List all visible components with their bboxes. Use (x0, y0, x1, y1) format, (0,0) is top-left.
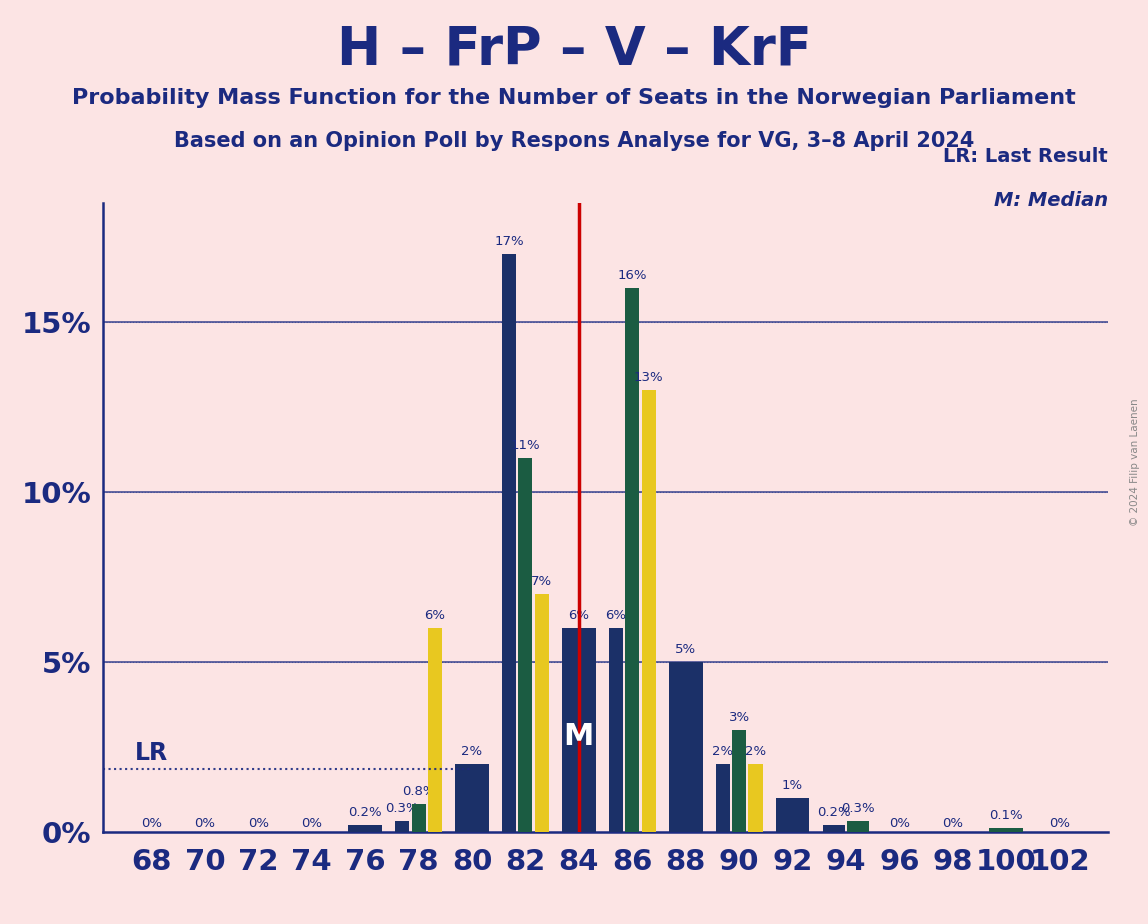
Text: 3%: 3% (729, 711, 750, 723)
Text: 0%: 0% (301, 817, 323, 830)
Text: 0%: 0% (248, 817, 269, 830)
Text: 0%: 0% (141, 817, 162, 830)
Bar (428, 627, 442, 832)
Bar (411, 805, 426, 832)
Text: 0.2%: 0.2% (817, 806, 851, 819)
Text: Based on an Opinion Poll by Respons Analyse for VG, 3–8 April 2024: Based on an Opinion Poll by Respons Anal… (173, 131, 975, 152)
Text: M: Median: M: Median (994, 190, 1108, 210)
Text: 0%: 0% (1049, 817, 1070, 830)
Text: LR: LR (134, 741, 168, 765)
Bar (732, 730, 746, 832)
Text: 6%: 6% (568, 609, 589, 622)
Bar (715, 763, 730, 832)
Text: H – FrP – V – KrF: H – FrP – V – KrF (336, 23, 812, 75)
Text: 6%: 6% (605, 609, 627, 622)
Bar (669, 662, 703, 832)
Text: 0.2%: 0.2% (348, 806, 382, 819)
Text: 2%: 2% (745, 745, 766, 758)
Text: 0%: 0% (889, 817, 910, 830)
Text: 1%: 1% (782, 779, 804, 792)
Text: 0%: 0% (194, 817, 216, 830)
Text: 11%: 11% (511, 439, 541, 452)
Bar (748, 763, 762, 832)
Bar (519, 458, 533, 832)
Bar (608, 627, 623, 832)
Bar (348, 825, 382, 832)
Bar (776, 797, 809, 832)
Bar (535, 594, 549, 832)
Bar (563, 627, 596, 832)
Text: 2%: 2% (712, 745, 734, 758)
Text: 5%: 5% (675, 643, 697, 656)
Bar (642, 390, 656, 832)
Bar (626, 288, 639, 832)
Text: 13%: 13% (634, 371, 664, 384)
Text: 0.3%: 0.3% (841, 802, 875, 815)
Bar (823, 825, 845, 832)
Text: M: M (564, 722, 594, 751)
Bar (455, 763, 489, 832)
Bar (990, 828, 1023, 832)
Text: LR: Last Result: LR: Last Result (943, 147, 1108, 165)
Text: 0.8%: 0.8% (402, 785, 435, 798)
Bar (395, 821, 409, 832)
Bar (502, 254, 517, 832)
Text: 16%: 16% (618, 269, 647, 282)
Text: 0%: 0% (943, 817, 963, 830)
Text: 7%: 7% (532, 575, 552, 588)
Text: 6%: 6% (425, 609, 445, 622)
Text: 17%: 17% (495, 235, 523, 249)
Text: 0.3%: 0.3% (386, 802, 419, 815)
Text: Probability Mass Function for the Number of Seats in the Norwegian Parliament: Probability Mass Function for the Number… (72, 88, 1076, 108)
Text: © 2024 Filip van Laenen: © 2024 Filip van Laenen (1130, 398, 1140, 526)
Bar (847, 821, 869, 832)
Text: 2%: 2% (461, 745, 482, 758)
Text: 0.1%: 0.1% (990, 809, 1023, 822)
